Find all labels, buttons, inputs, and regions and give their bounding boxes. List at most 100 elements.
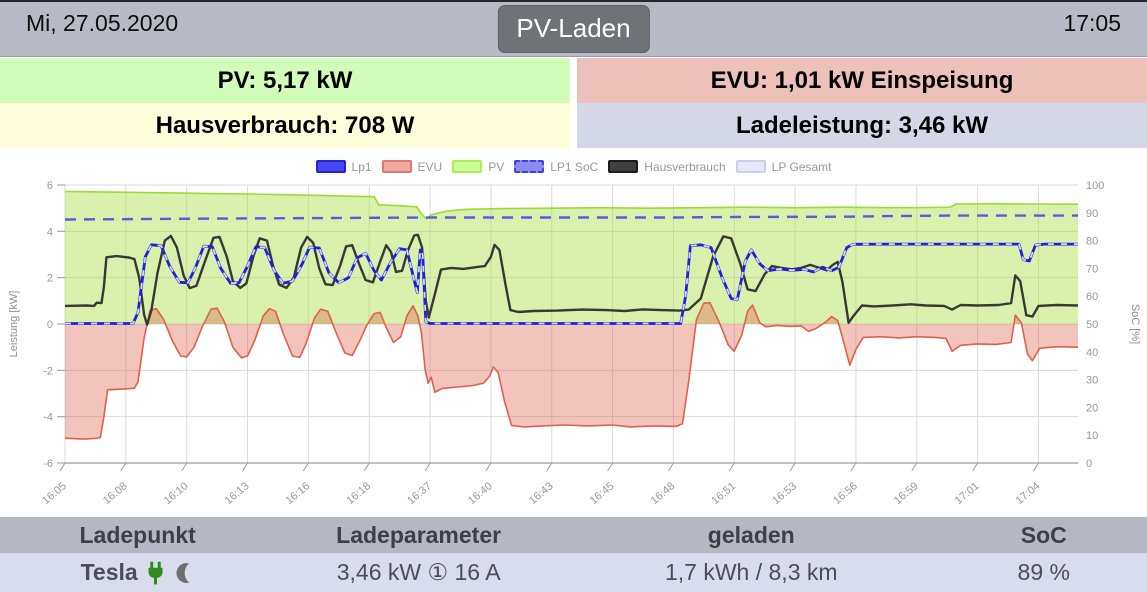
col-ladepunkt: Ladepunkt xyxy=(0,517,276,553)
x-tick-label: 16:08 xyxy=(101,480,130,507)
evu-power-tile: EVU: 1,01 kW Einspeisung xyxy=(577,58,1147,103)
x-tick xyxy=(667,462,674,472)
col-geladen: geladen xyxy=(562,517,941,553)
col-ladeparameter: Ladeparameter xyxy=(275,517,563,553)
x-tick-label: 16:43 xyxy=(527,480,556,507)
legend-item: PV xyxy=(452,160,504,174)
legend-item: Lp1 xyxy=(315,159,372,174)
y2-tick-label: 90 xyxy=(1086,208,1098,220)
x-tick-label: 16:40 xyxy=(466,480,495,507)
y-tick-label: 4 xyxy=(47,226,53,238)
chargepoint-name: Tesla xyxy=(80,559,138,585)
status-tiles: PV: 5,17 kW EVU: 1,01 kW Einspeisung Hau… xyxy=(0,58,1147,148)
y2-tick-label: 30 xyxy=(1086,375,1098,387)
y2-tick-label: 60 xyxy=(1086,291,1098,303)
legend-label: EVU xyxy=(417,159,443,174)
x-tick-label: 16:16 xyxy=(283,480,312,507)
x-tick xyxy=(1033,462,1039,472)
x-tick-label: 16:10 xyxy=(162,480,191,507)
legend-swatch xyxy=(735,160,766,173)
y-axis-title: Leistung [kW] xyxy=(8,291,20,358)
table-header-row: Ladepunkt Ladeparameter geladen SoC xyxy=(0,517,1147,553)
chargepoint-table: Ladepunkt Ladeparameter geladen SoC Tesl… xyxy=(0,517,1147,592)
x-tick xyxy=(972,462,979,472)
x-tick-label: 16:51 xyxy=(709,480,738,507)
charge-parameters: 3,46 kW ① 16 A xyxy=(275,553,563,592)
y2-tick-label: 80 xyxy=(1086,236,1098,248)
pv-power-tile: PV: 5,17 kW xyxy=(0,58,570,103)
x-tick xyxy=(850,462,857,472)
charge-power-tile: Ladeleistung: 3,46 kW xyxy=(577,103,1147,148)
legend-item: LP Gesamt xyxy=(735,159,832,174)
x-tick xyxy=(242,462,248,472)
x-tick-label: 16:59 xyxy=(892,480,921,507)
col-soc: SoC xyxy=(940,517,1147,553)
moon-icon xyxy=(176,562,189,583)
current-time: 17:05 xyxy=(1063,10,1121,36)
x-tick xyxy=(424,462,431,472)
pv-line xyxy=(64,190,1079,220)
y2-tick-label: 20 xyxy=(1086,402,1098,414)
y-tick-label: -6 xyxy=(43,458,53,470)
top-bar: Mi, 27.05.2020 PV-Laden 17:05 xyxy=(0,0,1147,57)
x-tick xyxy=(485,462,492,472)
x-tick-label: 16:48 xyxy=(649,480,678,507)
power-chart: Lp1 EVU PV LP1 SoC Hausverbrauch LP Gesamt 6 4… xyxy=(0,148,1147,517)
pv-area xyxy=(65,191,1078,324)
chart-legend: Lp1 EVU PV LP1 SoC Hausverbrauch LP Gesamt xyxy=(0,148,1147,178)
legend-swatch xyxy=(315,160,346,173)
house-consumption-tile: Hausverbrauch: 708 W xyxy=(0,103,570,148)
x-tick xyxy=(59,462,66,472)
legend-swatch xyxy=(608,160,639,173)
current-date: Mi, 27.05.2020 xyxy=(26,10,179,36)
hausverbrauch-line xyxy=(64,233,1079,326)
x-tick xyxy=(120,462,127,472)
y2-tick-label: 10 xyxy=(1086,430,1098,442)
legend-item: EVU xyxy=(381,159,443,174)
legend-label: Hausverbrauch xyxy=(644,159,726,174)
x-tick-label: 16:18 xyxy=(344,480,373,507)
x-tick xyxy=(181,462,188,472)
x-tick xyxy=(789,462,796,472)
y2-tick-label: 40 xyxy=(1086,347,1098,359)
y2-tick-label: 100 xyxy=(1086,180,1104,192)
x-tick xyxy=(546,462,553,472)
legend-label: Lp1 xyxy=(351,159,372,174)
y2-tick-label: 70 xyxy=(1086,263,1098,275)
legend-item: LP1 SoC xyxy=(514,160,598,174)
y-tick-label: 2 xyxy=(47,273,53,285)
legend-swatch xyxy=(514,160,545,173)
y2-axis-title: SoC [%] xyxy=(1129,304,1141,344)
x-tick-label: 17:01 xyxy=(953,480,982,507)
x-tick xyxy=(607,462,613,472)
charged-energy: 1,7 kWh / 8,3 km xyxy=(562,553,941,592)
x-tick xyxy=(302,462,309,472)
legend-swatch xyxy=(452,160,483,173)
legend-label: LP1 SoC xyxy=(550,159,599,174)
y-tick-label: 6 xyxy=(47,180,53,192)
legend-label: PV xyxy=(488,159,505,174)
x-tick xyxy=(728,462,735,472)
x-tick-label: 16:13 xyxy=(223,480,252,507)
x-tick-label: 16:45 xyxy=(588,480,617,507)
x-tick xyxy=(363,462,370,472)
legend-label: LP Gesamt xyxy=(771,159,832,174)
lp-gesamt-line xyxy=(65,243,1078,325)
y-tick-label: -4 xyxy=(43,412,53,424)
plug-icon xyxy=(148,561,163,584)
chargepoint-row[interactable]: Tesla 3,46 kW ① 16 A 1,7 kWh / 8,3 km 89… xyxy=(0,553,1147,592)
evu-area xyxy=(65,302,1078,440)
x-tick-label: 16:05 xyxy=(40,480,69,507)
soc-value: 89 % xyxy=(940,553,1147,592)
chargepoint-name-cell[interactable]: Tesla xyxy=(0,553,276,592)
y-tick-label: 0 xyxy=(47,319,53,331)
legend-swatch xyxy=(381,160,412,173)
x-tick-label: 16:56 xyxy=(831,480,860,507)
x-tick-label: 17:04 xyxy=(1014,480,1043,507)
x-tick xyxy=(911,462,918,472)
y-tick-label: -2 xyxy=(43,365,53,377)
y2-tick-label: 0 xyxy=(1086,458,1092,470)
x-tick-label: 16:37 xyxy=(405,480,434,507)
charge-mode-button[interactable]: PV-Laden xyxy=(497,5,650,53)
